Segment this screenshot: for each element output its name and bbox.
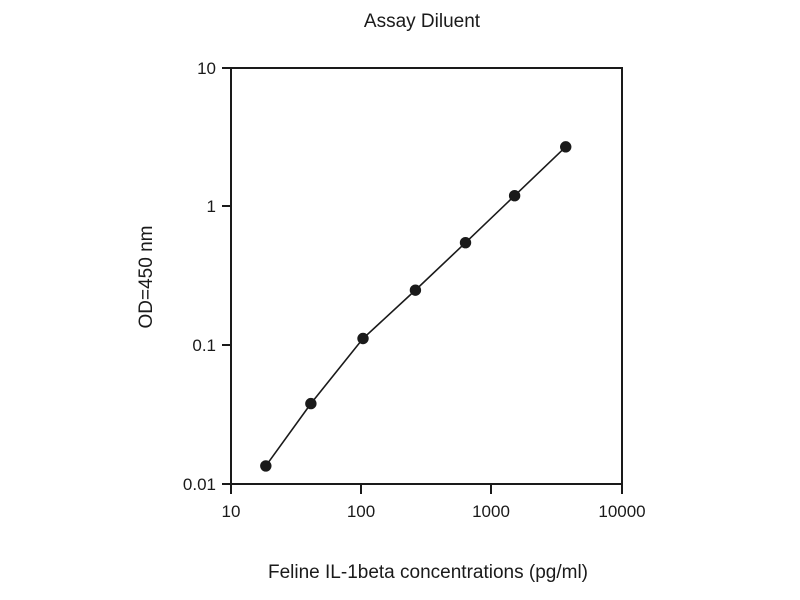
x-axis-tick-labels: 10 100 1000 10000 <box>222 502 646 521</box>
x-axis-title: Feline IL-1beta concentrations (pg/ml) <box>268 562 588 583</box>
data-point <box>260 460 272 472</box>
data-point <box>357 332 369 345</box>
x-tick-label-100: 100 <box>347 502 375 521</box>
x-axis-ticks <box>230 484 623 494</box>
data-point <box>409 284 422 296</box>
y-axis-title: OD=450 nm <box>136 226 157 329</box>
data-point <box>560 141 572 153</box>
data-series-markers <box>260 141 572 472</box>
y-axis-tick-labels: 10 1 0.1 0.01 <box>183 59 216 494</box>
x-tick-label-10000: 10000 <box>598 502 645 521</box>
data-point <box>459 236 472 249</box>
y-tick-label-10: 10 <box>197 59 216 78</box>
x-tick-label-10: 10 <box>222 502 241 521</box>
data-point <box>305 397 317 410</box>
y-tick-label-1: 1 <box>207 197 216 216</box>
y-axis-ticks <box>222 67 231 485</box>
y-tick-label-0-01: 0.01 <box>183 475 216 494</box>
chart-title: Assay Diluent <box>364 11 481 32</box>
plot-frame <box>230 67 623 485</box>
x-tick-label-1000: 1000 <box>472 502 510 521</box>
y-tick-label-0-1: 0.1 <box>192 336 216 355</box>
data-point <box>508 189 521 202</box>
